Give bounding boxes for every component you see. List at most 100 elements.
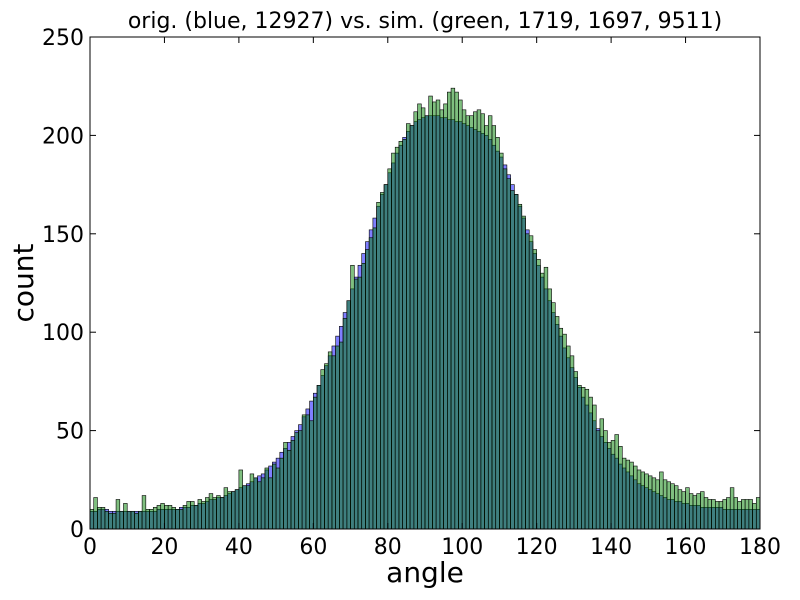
bar-sim xyxy=(577,385,582,530)
bar-sim xyxy=(569,355,575,530)
bar-sim xyxy=(219,497,225,530)
bar-sim xyxy=(272,463,277,530)
bar-sim xyxy=(182,505,188,530)
bar-sim xyxy=(461,109,467,530)
bar-sim xyxy=(242,485,247,530)
bar-sim xyxy=(447,91,452,530)
bar-sim xyxy=(659,471,664,530)
bar-sim xyxy=(432,101,437,530)
bar-sim xyxy=(257,481,262,530)
bar-sim xyxy=(439,109,444,530)
bar-sim xyxy=(167,505,173,530)
bar-sim xyxy=(350,264,355,530)
bar-sim xyxy=(528,235,534,530)
bar-sim xyxy=(346,300,351,530)
bar-sim xyxy=(603,430,608,530)
bar-sim xyxy=(729,487,735,530)
bar-sim xyxy=(313,396,318,530)
bar-sim xyxy=(688,493,694,530)
bar-sim xyxy=(231,491,236,530)
y-tick-label: 50 xyxy=(56,420,84,445)
bar-sim xyxy=(361,263,366,530)
bar-sim xyxy=(420,107,426,530)
bar-sim xyxy=(264,467,269,530)
x-tick-label: 80 xyxy=(374,535,402,560)
bar-sim xyxy=(454,91,459,530)
bar-sim xyxy=(558,327,564,530)
bar-sim xyxy=(112,512,117,530)
bar-sim xyxy=(160,503,165,530)
bar-sim xyxy=(443,103,448,530)
bar-sim xyxy=(685,487,690,530)
bar-sim xyxy=(755,497,761,530)
bar-sim xyxy=(320,369,325,530)
bar-sim xyxy=(458,99,463,530)
bar-sim xyxy=(123,503,128,530)
x-tick-label: 160 xyxy=(665,535,707,560)
bar-sim xyxy=(286,449,292,530)
bar-sim xyxy=(279,457,284,530)
bar-sim xyxy=(573,371,578,530)
x-tick-label: 120 xyxy=(516,535,558,560)
bar-sim xyxy=(666,481,671,530)
x-tick-label: 0 xyxy=(83,535,97,560)
bar-sim xyxy=(301,414,307,530)
bar-sim xyxy=(752,503,757,530)
bar-sim xyxy=(476,109,482,530)
bar-sim xyxy=(126,510,132,530)
bar-sim xyxy=(692,495,698,530)
bar-sim xyxy=(93,497,98,530)
bar-sim xyxy=(711,499,716,530)
bar-sim xyxy=(190,501,195,530)
bar-sim xyxy=(164,505,169,530)
bar-sim xyxy=(670,483,675,530)
y-axis-title: count xyxy=(7,243,40,322)
bar-sim xyxy=(324,363,329,530)
bar-sim xyxy=(480,113,485,530)
y-axis: 0 50 100 150 200 250 xyxy=(42,26,760,543)
bar-sim xyxy=(651,477,657,530)
bar-sim xyxy=(540,272,545,530)
bar-sim xyxy=(104,510,109,530)
bar-sim xyxy=(636,469,642,530)
bar-sim xyxy=(298,430,303,530)
bar-sim xyxy=(744,499,750,530)
x-tick-label: 20 xyxy=(150,535,178,560)
bar-sim xyxy=(316,385,322,530)
x-axis: 0 20 40 60 80 100 120 140 160 180 xyxy=(83,37,781,560)
bar-sim xyxy=(424,115,430,530)
bar-sim xyxy=(290,440,296,530)
x-tick-label: 140 xyxy=(590,535,632,560)
bar-sim xyxy=(383,184,389,530)
bar-sim xyxy=(715,501,720,530)
bar-sim xyxy=(428,95,433,530)
bar-sim xyxy=(543,266,549,530)
bar-sim xyxy=(566,345,571,530)
bar-sim xyxy=(171,507,176,530)
bar-sim xyxy=(305,414,310,530)
bar-sim xyxy=(108,512,113,530)
bar-sim xyxy=(595,430,601,530)
bar-sim xyxy=(372,227,377,530)
bar-sim xyxy=(193,505,199,530)
bar-sim xyxy=(733,497,738,530)
bar-sim xyxy=(435,99,441,530)
bar-sim xyxy=(186,501,191,530)
bar-sim xyxy=(391,152,396,530)
bar-sim xyxy=(212,497,217,530)
bar-sim xyxy=(633,465,638,530)
bar-sim xyxy=(208,493,214,530)
bar-sim xyxy=(450,87,456,530)
bar-sim xyxy=(674,485,679,530)
bar-sim xyxy=(145,509,150,530)
bar-sim xyxy=(588,396,593,530)
bar-sim xyxy=(309,420,314,530)
bar-sim xyxy=(592,404,597,530)
bar-sim xyxy=(581,386,586,530)
bar-sim xyxy=(521,215,526,530)
bar-sim xyxy=(97,507,102,530)
bar-sim xyxy=(499,152,504,530)
bar-sim xyxy=(703,497,709,530)
bar-sim xyxy=(268,477,273,530)
